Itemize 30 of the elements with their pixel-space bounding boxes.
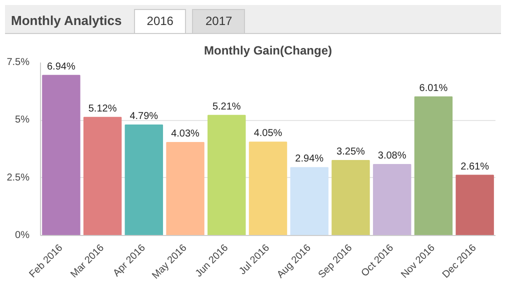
text: 2017 <box>192 9 246 34</box>
data-label: 4.79% <box>130 111 158 122</box>
data-label: 6.01% <box>419 82 448 94</box>
data-label: 5.21% <box>212 101 241 112</box>
data-label: 5.12% <box>88 103 117 114</box>
y-tick-label: 7.5% <box>6 57 30 68</box>
data-label: 2.61% <box>460 161 490 172</box>
bar <box>124 124 164 236</box>
bar <box>83 116 122 236</box>
bar <box>414 96 453 236</box>
data-label: 4.03% <box>171 128 200 140</box>
text: 2016 <box>134 9 186 34</box>
data-label: 3.25% <box>336 146 366 158</box>
bar <box>372 164 412 236</box>
data-label: 6.94% <box>47 61 76 72</box>
data-label: 4.05% <box>254 128 282 140</box>
bar <box>332 160 370 236</box>
bar <box>166 142 204 236</box>
y-tick-label: 0% <box>15 230 30 241</box>
bar <box>208 114 246 236</box>
chart-subtitle: Monthly Gain(Change) <box>204 44 332 58</box>
bar <box>290 167 328 236</box>
bar <box>248 142 288 236</box>
y-tick-label: 5% <box>15 114 30 126</box>
bar <box>456 174 494 236</box>
y-tick-label: 2.5% <box>6 172 30 184</box>
data-label: 3.08% <box>378 150 406 162</box>
bar <box>42 74 80 236</box>
data-label: 2.94% <box>295 154 324 165</box>
chart-title: Monthly Analytics <box>10 13 123 28</box>
